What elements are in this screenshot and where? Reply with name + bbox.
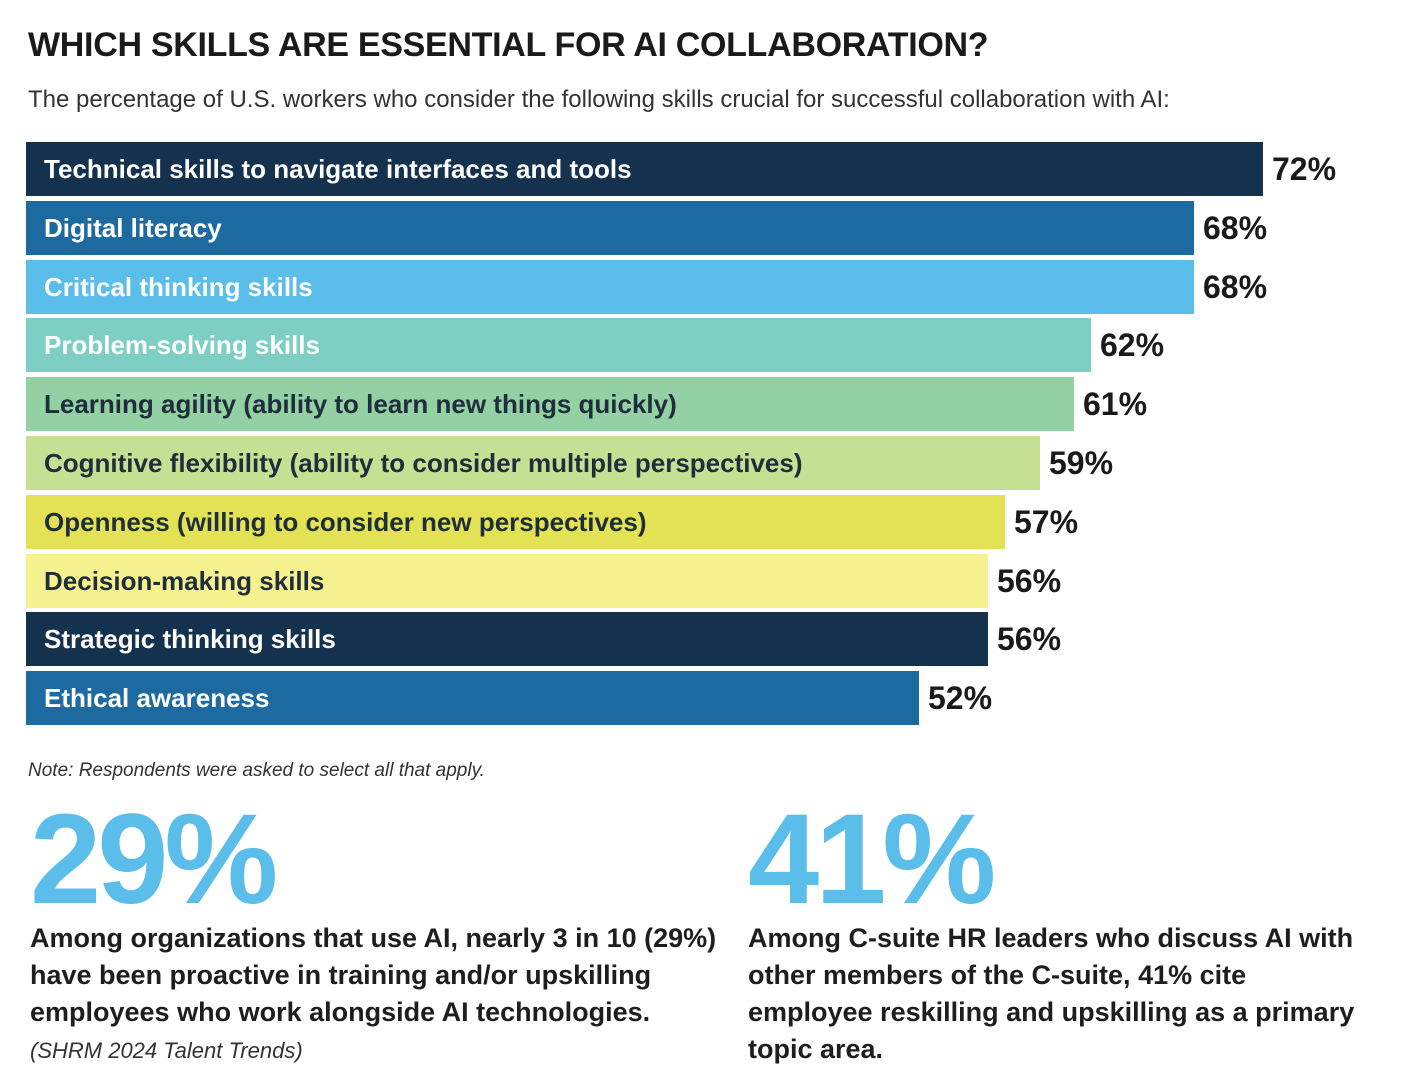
stat-description-text: Among C-suite HR leaders who discuss AI … bbox=[748, 923, 1355, 1064]
bar-chart: Technical skills to navigate interfaces … bbox=[26, 142, 1386, 732]
bar-label: Critical thinking skills bbox=[44, 271, 313, 302]
stat-source: (SHRM 2024 Talent Trends) bbox=[30, 1038, 303, 1063]
chart-title: WHICH SKILLS ARE ESSENTIAL FOR AI COLLAB… bbox=[28, 26, 989, 64]
bar: Ethical awareness bbox=[26, 671, 919, 725]
bar-label: Cognitive flexibility (ability to consid… bbox=[44, 447, 803, 478]
bar-label: Digital literacy bbox=[44, 212, 222, 243]
bar-value-label: 56% bbox=[997, 563, 1062, 599]
stat-value: 29% bbox=[30, 788, 278, 931]
stat-value: 41% bbox=[748, 788, 996, 931]
bar-label: Ethical awareness bbox=[44, 682, 270, 713]
bar-label: Technical skills to navigate interfaces … bbox=[44, 153, 632, 184]
stat-description-text: Among organizations that use AI, nearly … bbox=[30, 923, 717, 1027]
bar: Technical skills to navigate interfaces … bbox=[26, 142, 1263, 196]
bar-label: Openness (willing to consider new perspe… bbox=[44, 506, 647, 537]
bar-value-label: 61% bbox=[1083, 386, 1148, 422]
stat-description: Among C-suite HR leaders who discuss AI … bbox=[748, 920, 1378, 1068]
bar: Strategic thinking skills bbox=[26, 612, 988, 666]
bar: Decision-making skills bbox=[26, 554, 988, 608]
bar: Critical thinking skills bbox=[26, 260, 1194, 314]
bar-value-label: 56% bbox=[997, 621, 1062, 657]
stat-description: Among organizations that use AI, nearly … bbox=[30, 920, 720, 1069]
bar: Openness (willing to consider new perspe… bbox=[26, 495, 1005, 549]
bar-value-label: 59% bbox=[1049, 445, 1114, 481]
bar: Cognitive flexibility (ability to consid… bbox=[26, 436, 1040, 490]
bar-label: Problem-solving skills bbox=[44, 329, 320, 360]
bar-value-label: 57% bbox=[1014, 504, 1079, 540]
bar-label: Decision-making skills bbox=[44, 565, 325, 596]
bar-value-label: 68% bbox=[1203, 210, 1268, 246]
bar-value-label: 52% bbox=[928, 680, 993, 716]
stat-callout-csuite: 41% Among C-suite HR leaders who discuss… bbox=[748, 788, 1378, 1068]
bar-label: Strategic thinking skills bbox=[44, 623, 336, 654]
bar-label: Learning agility (ability to learn new t… bbox=[44, 388, 677, 419]
chart-subtitle: The percentage of U.S. workers who consi… bbox=[28, 86, 1170, 113]
bar: Problem-solving skills bbox=[26, 318, 1091, 372]
chart-note: Note: Respondents were asked to select a… bbox=[28, 760, 485, 781]
bar: Learning agility (ability to learn new t… bbox=[26, 377, 1074, 431]
bar-value-label: 68% bbox=[1203, 269, 1268, 305]
stat-callout-training: 29% Among organizations that use AI, nea… bbox=[30, 788, 720, 1069]
bar: Digital literacy bbox=[26, 201, 1194, 255]
bar-value-label: 62% bbox=[1100, 327, 1165, 363]
bar-value-label: 72% bbox=[1272, 151, 1337, 187]
